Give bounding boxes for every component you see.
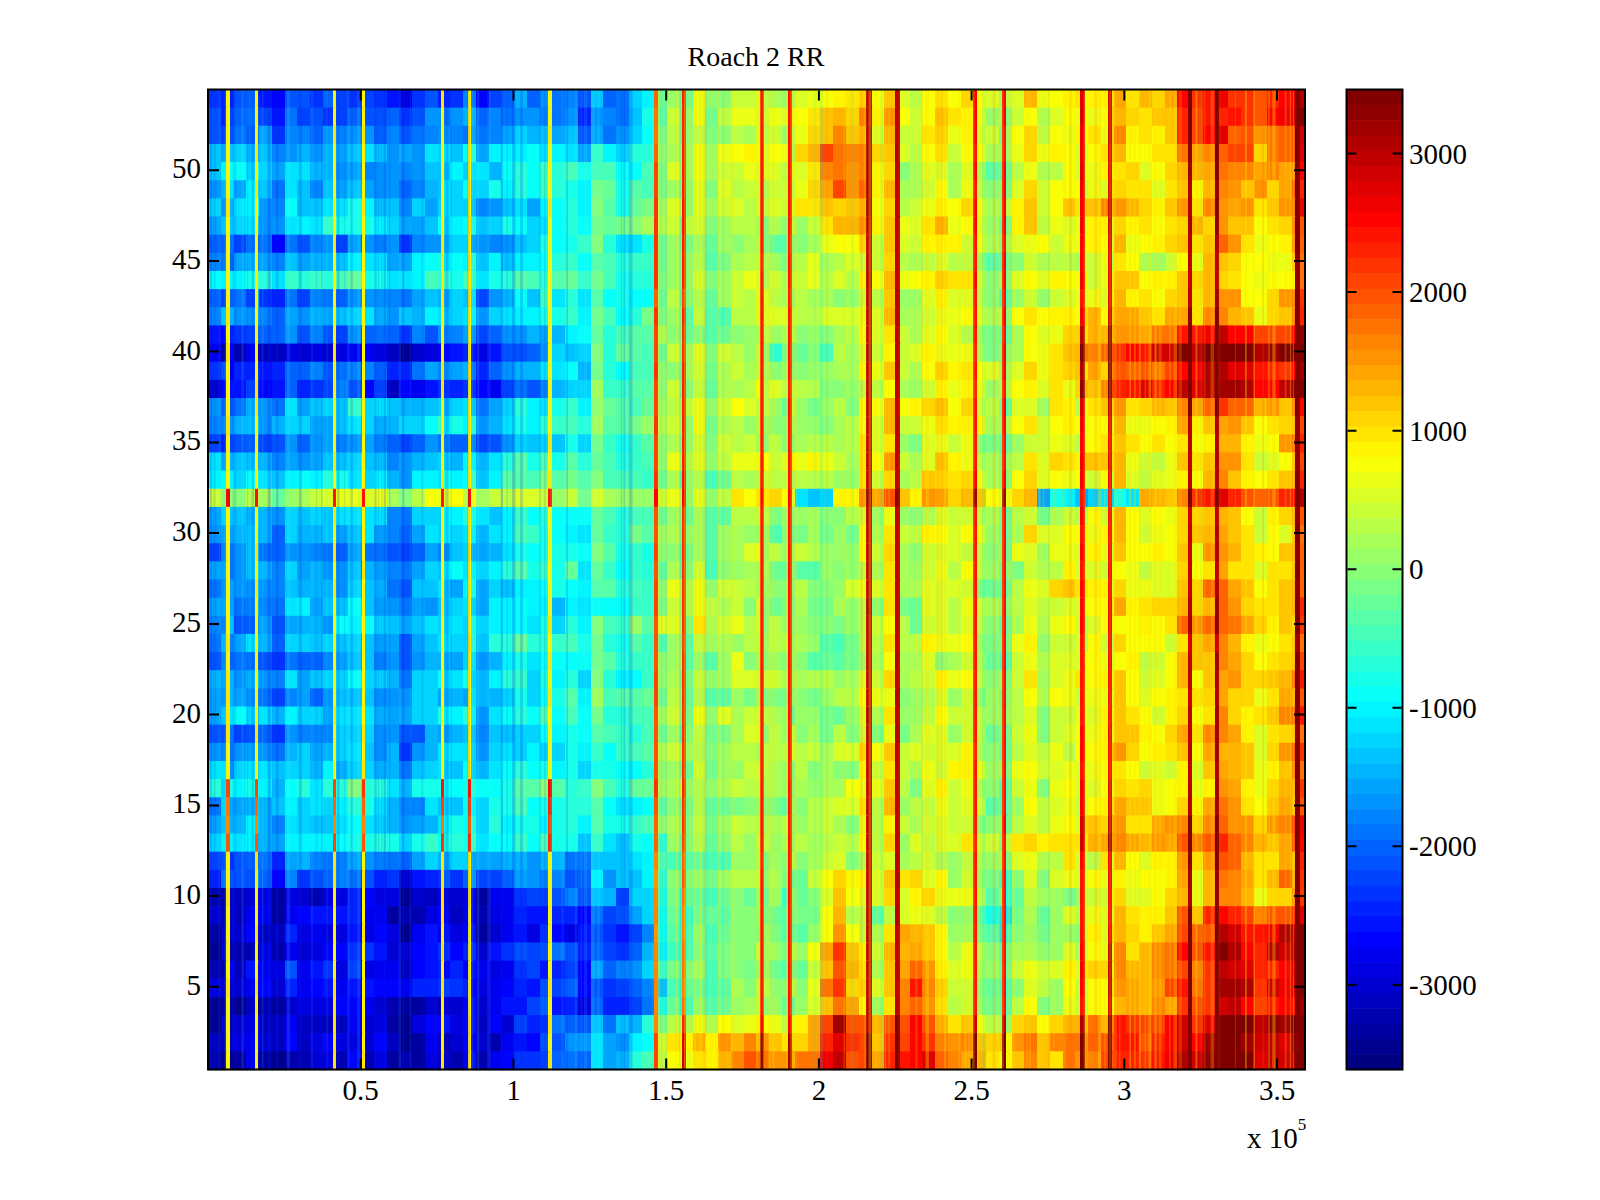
svg-text:35: 35 <box>172 424 201 456</box>
svg-text:45: 45 <box>172 243 201 275</box>
svg-text:20: 20 <box>172 697 201 729</box>
svg-text:2.5: 2.5 <box>953 1074 989 1106</box>
svg-text:40: 40 <box>172 334 201 366</box>
svg-text:3: 3 <box>1117 1074 1132 1106</box>
svg-text:2000: 2000 <box>1409 276 1467 308</box>
svg-text:Roach 2 RR: Roach 2 RR <box>688 41 825 72</box>
svg-text:10: 10 <box>172 878 201 910</box>
svg-text:3000: 3000 <box>1409 138 1467 170</box>
svg-text:25: 25 <box>172 606 201 638</box>
svg-text:30: 30 <box>172 515 201 547</box>
svg-text:15: 15 <box>172 787 201 819</box>
svg-text:0: 0 <box>1409 553 1424 585</box>
svg-text:5: 5 <box>187 969 202 1001</box>
svg-text:1.5: 1.5 <box>648 1074 684 1106</box>
svg-text:2: 2 <box>812 1074 827 1106</box>
svg-text:-3000: -3000 <box>1409 969 1477 1001</box>
svg-text:1000: 1000 <box>1409 415 1467 447</box>
svg-text:50: 50 <box>172 152 201 184</box>
svg-text:-2000: -2000 <box>1409 830 1477 862</box>
svg-text:1: 1 <box>506 1074 521 1106</box>
svg-text:-1000: -1000 <box>1409 692 1477 724</box>
svg-text:0.5: 0.5 <box>343 1074 379 1106</box>
svg-text:3.5: 3.5 <box>1259 1074 1295 1106</box>
